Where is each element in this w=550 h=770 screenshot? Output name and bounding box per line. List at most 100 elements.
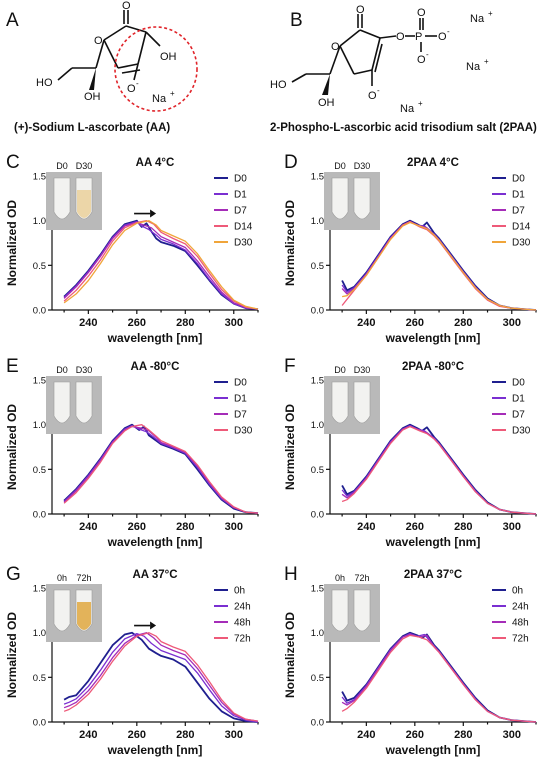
legend-label: 72h [234,634,251,645]
x-tick-label: 260 [406,521,424,533]
series-line-48h [341,633,537,723]
panel-letter-c: C [6,152,20,173]
chart-panel-e: E AA -80°C 0.0 0.5 1.0 1.5 240 260 280 300 wavelen… [5,356,259,549]
vial-label: D30 [76,365,93,375]
x-tick-label: 280 [176,521,194,533]
atom-o-right: O [438,31,447,43]
bond [133,63,139,81]
x-tick-label: 260 [128,729,146,741]
vial-tube [331,381,349,424]
y-tick-label: 1.5 [311,172,324,183]
vial-label: D0 [56,161,68,171]
vial-label: D0 [334,365,346,375]
y-tick-label: 0.5 [33,261,46,272]
y-axis-title: Normalized OD [5,404,19,490]
y-tick-label: 0.0 [311,306,324,317]
chart-title: 2PAA 4°C [407,157,459,169]
atom-oh: OH [318,97,335,109]
charge-minus: - [377,86,380,95]
atom-o-minus: O [127,83,136,95]
y-tick-label: 1.0 [311,216,324,227]
x-axis-title: wavelength [nm] [107,535,203,549]
charge-minus: - [136,79,139,88]
charge-plus: + [484,57,489,66]
y-tick-label: 0.5 [33,465,46,476]
atom-oh: OH [160,51,177,63]
x-tick-label: 260 [128,317,146,329]
series-line-D1 [341,220,537,311]
legend-label: 48h [234,618,251,629]
y-axis-title: Normalized OD [283,200,297,286]
x-axis-title: wavelength [nm] [107,743,203,757]
bond [117,63,139,69]
vial-photo [46,376,102,434]
vial-tube [75,381,93,424]
atom-ho: HO [36,77,53,89]
counter-ion-na: Na [152,93,167,105]
vial-label: D0 [334,161,346,171]
structure-caption-a: (+)-Sodium L-ascorbate (AA) [14,122,170,134]
chart-title: AA 4°C [136,157,175,169]
series-line-D30 [63,220,259,310]
x-axis-title: wavelength [nm] [385,535,481,549]
series-line-D1 [341,424,537,515]
wedge-bond [322,74,330,95]
legend-label: D14 [512,222,531,233]
bond [374,43,383,73]
legend-label: 72h [512,634,529,645]
x-tick-label: 280 [176,729,194,741]
wedge-bond [89,68,96,90]
bond [371,37,381,71]
vial-liquid [77,190,91,218]
atom-oh-2: OH [84,91,101,103]
legend-label: D1 [234,394,247,405]
counter-ion-na: Na [466,61,481,73]
y-tick-label: 1.5 [33,172,46,183]
series-line-24h [341,632,537,723]
vial-tube [53,381,71,424]
legend-label: D30 [234,426,253,437]
vial-label: 0h [335,573,345,583]
vial-photo [46,584,102,642]
vial-label: D30 [354,365,371,375]
legend-label: D0 [234,174,247,185]
panel-letter-d: D [284,152,298,173]
y-tick-label: 0.5 [311,261,324,272]
atom-p: P [415,31,422,43]
charge-minus: - [426,50,429,59]
structure-a: A O O OH O - OH HO Na + (+)-Sodium L-asc… [6,0,198,134]
series-line-D7 [63,221,259,310]
bond [57,67,73,81]
y-tick-label: 1.5 [33,584,46,595]
legend-label: D7 [234,410,247,421]
y-tick-label: 1.0 [33,420,46,431]
panel-letter-b: B [290,10,303,31]
x-tick-label: 300 [503,317,521,329]
chart-panel-h: H 2PAA 37°C 0.0 0.5 1.0 1.5 240 260 280 300 wavele… [283,564,537,757]
y-tick-label: 0.5 [33,673,46,684]
series-line-D30 [341,425,537,515]
bond [339,45,355,75]
bond [379,35,397,39]
x-tick-label: 240 [357,729,375,741]
vial-tube [331,589,349,632]
legend-label: 24h [234,602,251,613]
atom-o: O [122,0,131,12]
x-axis-title: wavelength [nm] [107,331,203,345]
x-tick-label: 260 [128,521,146,533]
atom-o-ring: O [94,35,103,47]
counter-ion-na: Na [400,103,415,115]
x-tick-label: 240 [79,521,97,533]
x-axis-title: wavelength [nm] [385,743,481,757]
series-line-72h [63,632,259,722]
x-tick-label: 300 [225,729,243,741]
series-line-0h [63,631,259,723]
chart-title: AA -80°C [131,361,180,373]
vial-tube [331,177,349,220]
counter-ion-na: Na [470,13,485,25]
series-line-D14 [63,220,259,310]
x-tick-label: 280 [454,729,472,741]
chart-panels: C AA 4°C 0.0 0.5 1.0 1.5 240 260 280 300 wavelengt… [5,152,537,757]
series-line-48h [63,632,259,722]
